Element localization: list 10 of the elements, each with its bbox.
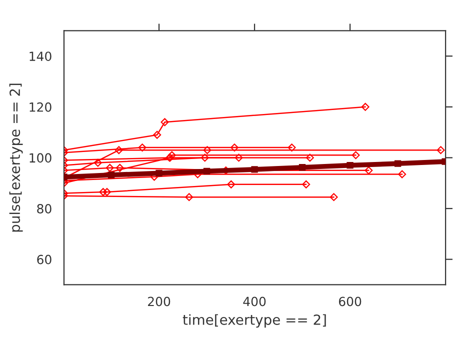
x-tick-label: 200 (148, 296, 170, 306)
y-tick-label: 140 (30, 52, 52, 62)
y-tick-label: 80 (37, 204, 52, 214)
x-tick-label: 400 (243, 296, 266, 306)
y-tick-label: 60 (37, 254, 52, 264)
y-axis-title: pulse[exertype == 2] (9, 84, 23, 232)
x-tick-label: 600 (338, 296, 362, 306)
x-axis-title: time[exertype == 2] (182, 314, 326, 328)
y-tick-label: 120 (30, 102, 52, 112)
y-tick-label: 100 (30, 153, 52, 163)
